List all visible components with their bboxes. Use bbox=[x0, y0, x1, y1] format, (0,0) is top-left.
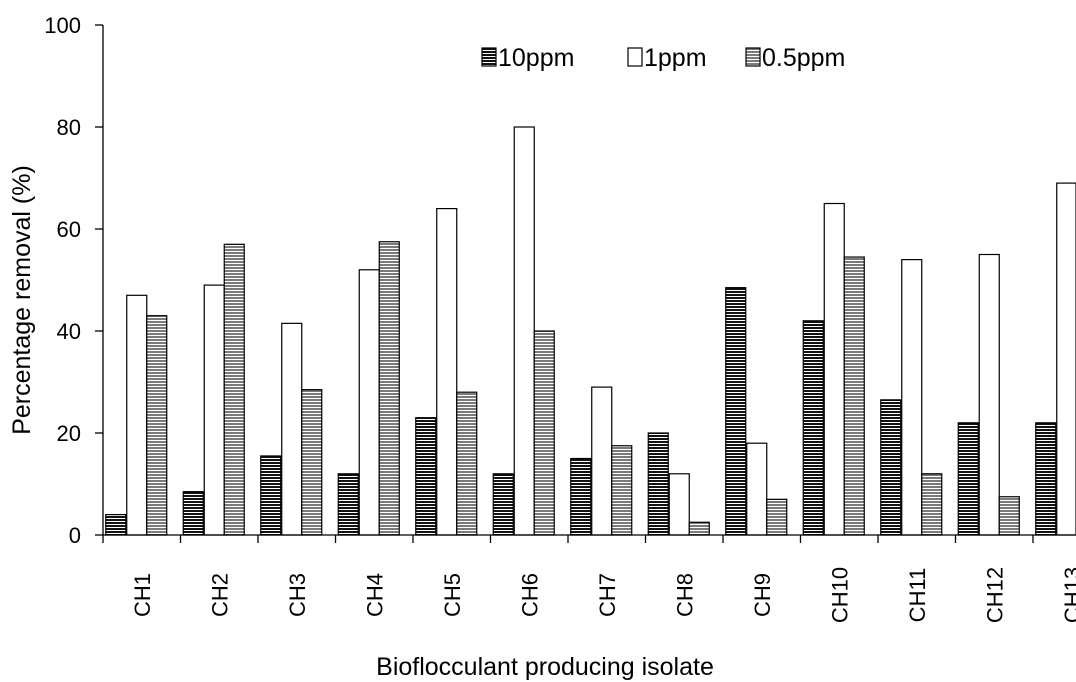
category-label-CH10: CH10 bbox=[827, 567, 852, 623]
y-tick-label: 100 bbox=[44, 13, 81, 38]
category-label-CH2: CH2 bbox=[207, 573, 232, 617]
y-tick-label: 60 bbox=[57, 217, 81, 242]
bar-1ppm-CH12 bbox=[978, 253, 1000, 536]
y-tick-label: 40 bbox=[57, 319, 81, 344]
category-label-CH11: CH11 bbox=[905, 568, 930, 623]
bar-0.5ppm-CH1 bbox=[146, 315, 168, 536]
y-axis-ticks bbox=[95, 24, 103, 536]
bar-0.5ppm-CH4 bbox=[378, 241, 400, 536]
bar-0.5ppm-CH10 bbox=[843, 256, 865, 536]
bar-1ppm-CH11 bbox=[901, 259, 923, 536]
bar-0.5ppm-CH9 bbox=[766, 498, 788, 536]
bar-10ppm-CH5 bbox=[415, 417, 437, 536]
legend-label-0.5ppm: 0.5ppm bbox=[762, 44, 845, 72]
legend-swatch-1ppm bbox=[627, 47, 643, 67]
bar-10ppm-CH3 bbox=[260, 455, 282, 536]
bar-1ppm-CH10 bbox=[823, 202, 845, 536]
category-label-CH13: CH13 bbox=[1060, 567, 1076, 623]
category-label-CH9: CH9 bbox=[750, 573, 775, 617]
y-tick-label: 80 bbox=[57, 115, 81, 140]
bar-1ppm-CH2 bbox=[203, 284, 225, 536]
y-tick-label: 0 bbox=[69, 523, 81, 548]
y-axis-tick-labels: 0 20 40 60 80 100 bbox=[44, 13, 81, 548]
bar-10ppm-CH11 bbox=[880, 399, 902, 536]
bar-10ppm-CH1 bbox=[105, 513, 127, 536]
y-tick-label: 20 bbox=[57, 421, 81, 446]
legend: 10ppm 1ppm 0.5ppm bbox=[481, 44, 845, 72]
bar-1ppm-CH1 bbox=[126, 294, 148, 536]
bar-0.5ppm-CH11 bbox=[921, 473, 943, 536]
bar-1ppm-CH8 bbox=[668, 473, 690, 536]
bar-0.5ppm-CH3 bbox=[301, 389, 323, 536]
x-axis-ticks bbox=[102, 535, 1034, 543]
y-axis-title: Percentage removal (%) bbox=[8, 165, 36, 435]
bar-10ppm-CH6 bbox=[492, 473, 514, 536]
bar-1ppm-CH5 bbox=[436, 208, 458, 536]
category-label-CH4: CH4 bbox=[362, 573, 387, 617]
bar-10ppm-CH9 bbox=[725, 287, 747, 536]
bar-0.5ppm-CH5 bbox=[456, 391, 478, 536]
bar-10ppm-CH2 bbox=[182, 491, 204, 536]
legend-swatch-0.5ppm bbox=[745, 47, 761, 67]
bar-10ppm-CH7 bbox=[570, 457, 592, 536]
bars bbox=[105, 126, 1076, 536]
category-label-CH12: CH12 bbox=[982, 567, 1007, 623]
bar-10ppm-CH8 bbox=[647, 432, 669, 536]
category-label-CH3: CH3 bbox=[285, 573, 310, 617]
category-label-CH1: CH1 bbox=[130, 573, 155, 617]
legend-label-1ppm: 1ppm bbox=[644, 44, 707, 72]
category-label-CH7: CH7 bbox=[595, 573, 620, 617]
category-label-CH5: CH5 bbox=[440, 573, 465, 617]
legend-label-10ppm: 10ppm bbox=[498, 44, 574, 72]
bar-1ppm-CH9 bbox=[746, 442, 768, 536]
bar-1ppm-CH3 bbox=[281, 322, 303, 536]
bar-1ppm-CH7 bbox=[591, 386, 613, 536]
bar-0.5ppm-CH8 bbox=[688, 521, 710, 536]
bar-0.5ppm-CH7 bbox=[611, 445, 633, 536]
bar-10ppm-CH4 bbox=[337, 473, 359, 536]
bar-0.5ppm-CH6 bbox=[533, 330, 555, 536]
bar-10ppm-CH13 bbox=[1035, 422, 1057, 536]
bar-10ppm-CH10 bbox=[802, 320, 824, 536]
bar-1ppm-CH6 bbox=[513, 126, 535, 536]
x-axis-category-labels: CH1 CH2 CH3 CH4 CH5 CH6 CH7 CH8 CH9 CH10 CH11 CH12 C… bbox=[130, 567, 1076, 623]
bar-0.5ppm-CH2 bbox=[223, 243, 245, 536]
bar-0.5ppm-CH12 bbox=[998, 496, 1020, 536]
category-label-CH6: CH6 bbox=[517, 573, 542, 617]
legend-swatch-10ppm bbox=[481, 47, 497, 67]
bar-10ppm-CH12 bbox=[957, 422, 979, 536]
bar-1ppm-CH4 bbox=[358, 269, 380, 536]
category-label-CH8: CH8 bbox=[672, 573, 697, 617]
x-axis-title: Bioflocculant producing isolate bbox=[376, 653, 714, 681]
bar-1ppm-CH13 bbox=[1056, 182, 1076, 536]
